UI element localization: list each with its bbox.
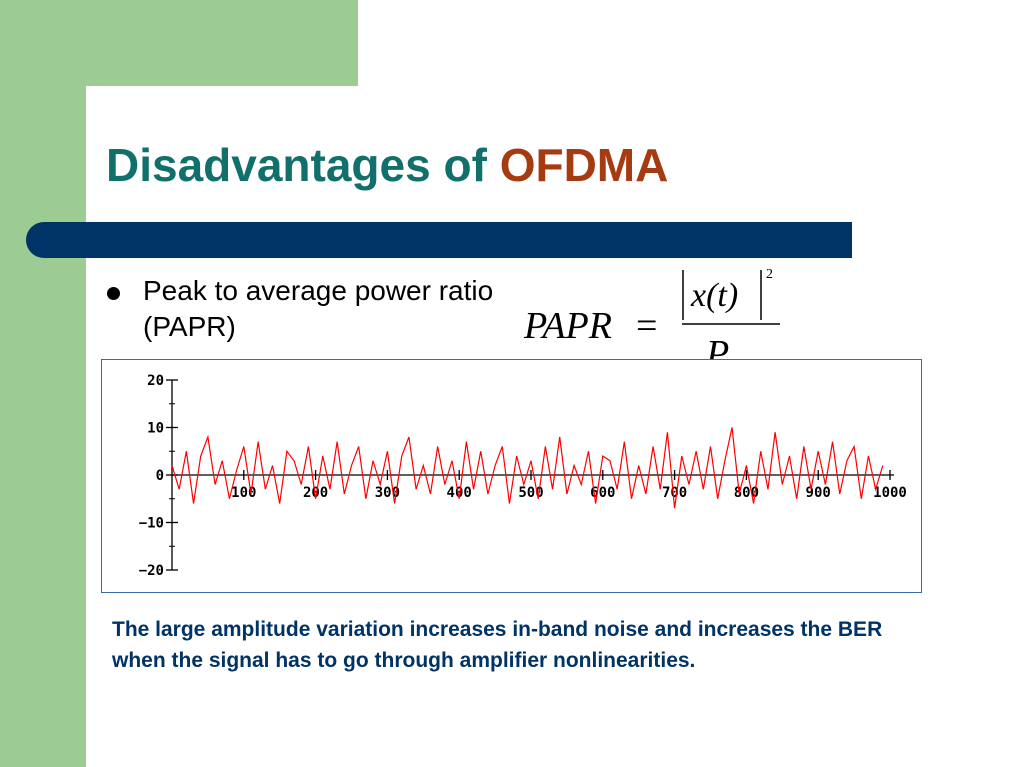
signal-series-line [171, 427, 884, 509]
formula-numerator: x(t) [690, 277, 738, 314]
title-prefix: Disadvantages of [106, 139, 500, 191]
formula-lhs: PAPR [523, 305, 612, 347]
slide-title: Disadvantages of OFDMA [106, 138, 668, 192]
x-tick-label: 1000 [873, 485, 907, 501]
x-tick-label: 100 [231, 485, 256, 501]
bullet-dot-icon [107, 287, 120, 300]
y-tick-label: 0 [156, 468, 164, 484]
caption-text: The large amplitude variation increases … [112, 618, 883, 672]
y-tick-label: −20 [139, 563, 164, 579]
formula-exponent: 2 [766, 267, 773, 282]
formula-equals: = [636, 305, 657, 347]
x-tick-label: 900 [806, 485, 831, 501]
y-tick-label: 10 [147, 421, 164, 437]
papr-formula: PAPR = x(t) 2 P avg [523, 267, 780, 372]
signal-plot-frame: 20 10 0 −10 −20 100 200 300 400 500 600 700 800 900 10… [101, 359, 922, 593]
y-tick-label: 20 [147, 373, 164, 389]
x-tick-label: 200 [303, 485, 328, 501]
x-tick-label: 700 [662, 485, 687, 501]
bullet-text: Peak to average power ratio (PAPR) [143, 275, 494, 342]
sidebar-green-left [0, 0, 86, 767]
plot-series [171, 427, 884, 509]
y-tick-label: −10 [139, 516, 164, 532]
x-tick-label: 400 [447, 485, 472, 501]
title-highlight: OFDMA [499, 139, 669, 191]
title-underline-bar [26, 222, 852, 258]
